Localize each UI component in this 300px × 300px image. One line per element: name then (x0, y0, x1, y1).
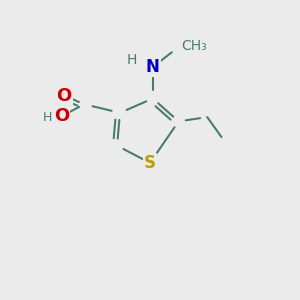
Text: O: O (54, 107, 69, 125)
Text: H: H (126, 53, 136, 67)
Text: H: H (42, 111, 52, 124)
Text: CH₃: CH₃ (182, 39, 207, 52)
Text: S: S (144, 154, 156, 172)
Text: N: N (146, 58, 160, 76)
Text: O: O (56, 87, 72, 105)
